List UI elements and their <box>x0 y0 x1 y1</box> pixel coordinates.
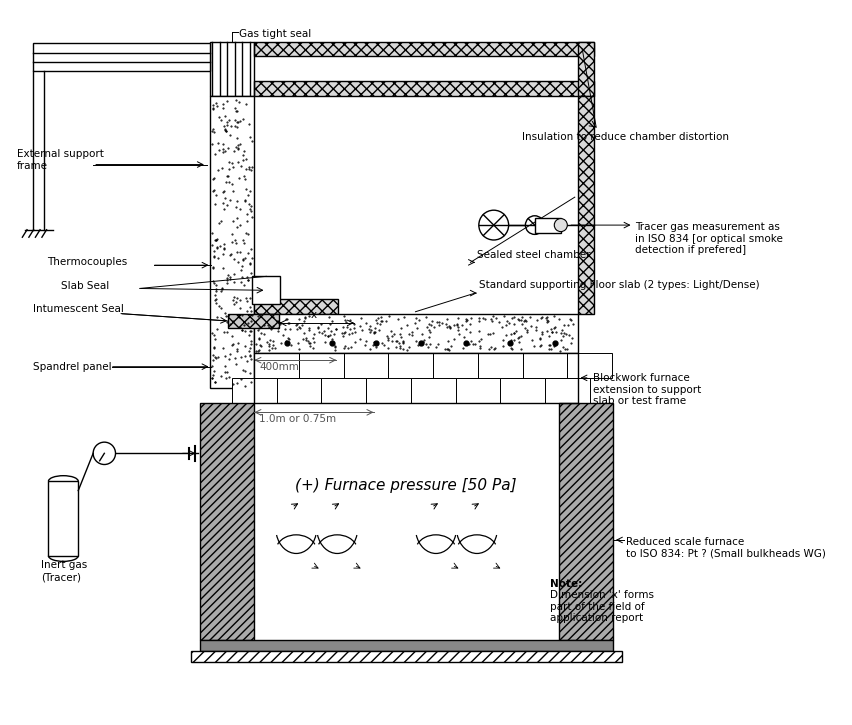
Bar <box>254 314 577 353</box>
Bar <box>254 80 594 96</box>
Bar <box>567 353 612 378</box>
Bar <box>455 378 499 403</box>
Bar <box>254 299 337 314</box>
Bar <box>200 639 613 651</box>
Bar <box>254 41 594 57</box>
Text: Dimension 'x' forms
part of the field of
application report: Dimension 'x' forms part of the field of… <box>549 590 653 624</box>
Bar <box>388 353 433 378</box>
Bar <box>366 378 411 403</box>
Text: Spandrel panel: Spandrel panel <box>32 362 111 372</box>
Bar <box>411 378 455 403</box>
Bar <box>477 353 522 378</box>
Text: Thermocouples: Thermocouples <box>47 257 127 268</box>
Bar <box>228 314 279 328</box>
Bar <box>276 378 321 403</box>
Bar <box>577 96 594 314</box>
Bar <box>200 403 254 639</box>
Bar <box>252 276 280 304</box>
Bar <box>210 96 254 388</box>
Bar <box>577 41 594 96</box>
Text: Sealed steel chamber: Sealed steel chamber <box>476 249 590 260</box>
Bar <box>534 218 560 233</box>
Bar <box>232 378 276 403</box>
Text: Blockwork furnace
extension to support
slab or test frame: Blockwork furnace extension to support s… <box>593 373 701 407</box>
Text: Reduced scale furnace
to ISO 834: Pt ? (Small bulkheads WG): Reduced scale furnace to ISO 834: Pt ? (… <box>625 537 825 559</box>
Bar <box>321 378 366 403</box>
Bar <box>32 44 210 71</box>
Bar <box>343 353 388 378</box>
Text: Insulation to reduce chamber distortion: Insulation to reduce chamber distortion <box>521 132 728 142</box>
Bar <box>254 353 577 403</box>
Bar <box>210 41 254 96</box>
Text: Slab Seal: Slab Seal <box>60 281 109 291</box>
Bar <box>499 378 544 403</box>
Bar <box>191 651 622 662</box>
Text: Inert gas
(Tracer): Inert gas (Tracer) <box>41 560 87 582</box>
Circle shape <box>554 218 567 231</box>
Bar <box>522 353 567 378</box>
Bar <box>544 378 589 403</box>
Text: Standard supporting Floor slab (2 types: Light/Dense): Standard supporting Floor slab (2 types:… <box>478 281 758 290</box>
Text: Intumescent Seal: Intumescent Seal <box>32 304 124 314</box>
Text: Gas tight seal: Gas tight seal <box>239 30 311 39</box>
Text: (+) Furnace pressure [50 Pa]: (+) Furnace pressure [50 Pa] <box>295 478 516 493</box>
Bar <box>433 353 477 378</box>
Text: x: x <box>310 310 317 320</box>
Bar <box>254 353 299 378</box>
Bar <box>558 403 613 639</box>
Text: Tracer gas measurement as
in ISO 834 [or optical smoke
detection if prefered]: Tracer gas measurement as in ISO 834 [or… <box>635 223 782 255</box>
Text: Note:: Note: <box>549 579 581 589</box>
Text: External support
frame: External support frame <box>17 149 104 170</box>
Text: 1.0m or 0.75m: 1.0m or 0.75m <box>259 414 336 424</box>
Bar <box>49 481 78 556</box>
Bar <box>299 353 343 378</box>
Text: 400mm: 400mm <box>259 362 298 372</box>
